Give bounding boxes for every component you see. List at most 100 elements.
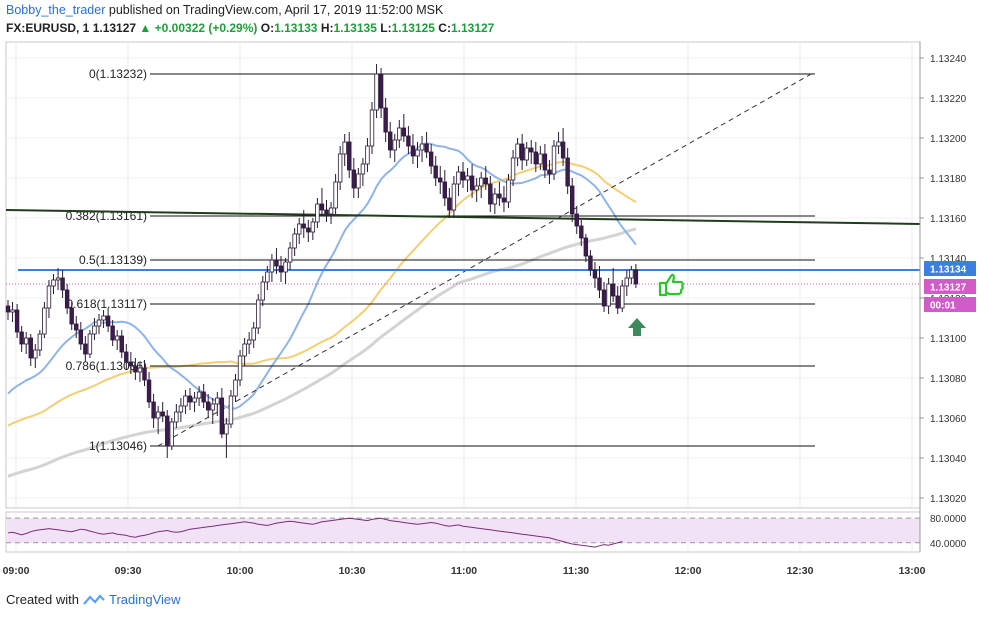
candle-body xyxy=(579,225,584,239)
candle-body xyxy=(242,343,247,357)
candle-body xyxy=(33,349,38,359)
candle-body xyxy=(519,143,525,161)
rsi-level-label: 80.0000 xyxy=(930,514,967,525)
candle-body xyxy=(219,397,225,435)
chart-axes: 09:00 09:30 10:00 10:30 11:00 11:30 12:00 12:30… xyxy=(3,42,976,577)
candle-body xyxy=(515,143,520,159)
candle-body xyxy=(478,177,484,187)
candle-body xyxy=(342,141,347,155)
candle-body xyxy=(42,307,47,335)
candle-body xyxy=(447,197,452,211)
rsi-pane: 80.0000 40.0000 xyxy=(6,514,967,550)
author-link[interactable]: Bobby_the_trader xyxy=(6,3,106,17)
candle-body xyxy=(606,283,611,307)
candle-body xyxy=(415,149,420,157)
candle-body xyxy=(101,315,106,321)
candle-body xyxy=(629,269,634,279)
price-tag-box xyxy=(924,261,976,276)
candle-body xyxy=(23,337,29,345)
candle-body xyxy=(14,309,20,333)
candle-body xyxy=(610,283,616,297)
change-value: +0.00322 (+0.29%) xyxy=(154,21,258,35)
candle-body xyxy=(201,391,206,403)
low-value: 1.13125 xyxy=(391,21,435,35)
thumbs-up-shape xyxy=(658,273,684,297)
candle-body xyxy=(560,141,566,159)
y-tick-label: 1.13220 xyxy=(930,94,967,105)
candle-body xyxy=(187,395,193,403)
candle-body xyxy=(46,285,52,309)
candle-body xyxy=(124,351,129,363)
candle-body xyxy=(570,185,575,215)
candle-body xyxy=(260,281,265,301)
candle-body xyxy=(237,355,243,381)
price-tag-box xyxy=(924,297,976,312)
candle-body xyxy=(310,221,316,233)
footer: Created with TradingView xyxy=(6,592,181,607)
candle-body xyxy=(624,277,629,287)
candle-body xyxy=(510,157,516,181)
y-tick-label: 1.13240 xyxy=(930,54,967,65)
candle-body xyxy=(64,289,70,309)
candle-body xyxy=(488,183,493,205)
candle-body xyxy=(287,247,293,263)
candle-body xyxy=(397,127,402,141)
candle-body xyxy=(465,175,470,181)
candle-body xyxy=(583,237,589,257)
candle-body xyxy=(274,259,279,267)
candle-body xyxy=(401,127,407,137)
fibonacci-retracement[interactable]: 0(1.13232)0.382(1.13161)0.5(1.13139)0.61… xyxy=(66,67,815,453)
candle-body xyxy=(547,169,552,175)
candle-body xyxy=(5,305,11,313)
candle-body xyxy=(296,223,302,235)
candle-body xyxy=(419,143,425,151)
candle-body xyxy=(615,295,620,309)
candle-body xyxy=(74,323,79,331)
y-tick-label: 1.13020 xyxy=(930,494,967,505)
ohlc-legend: FX:EURUSD, 1 1.13127 ▲ +0.00322 (+0.29%)… xyxy=(6,21,494,35)
price-tag-box xyxy=(924,279,976,294)
candle-body xyxy=(110,325,115,341)
candle-body xyxy=(424,143,429,153)
candle-body xyxy=(588,255,593,271)
candle-body xyxy=(356,173,361,189)
x-tick-label: 09:30 xyxy=(115,565,142,577)
tradingview-brand-link[interactable]: TradingView xyxy=(108,592,181,607)
rsi-level-label: 40.0000 xyxy=(930,539,967,550)
candle-body xyxy=(592,269,598,279)
candle-body xyxy=(246,339,252,345)
candle-body xyxy=(524,147,529,161)
drawn-lines[interactable] xyxy=(5,209,921,285)
open-value: 1.13133 xyxy=(274,21,318,35)
price-chart[interactable]: 0(1.13232)0.382(1.13161)0.5(1.13139)0.61… xyxy=(0,0,988,590)
candle-body xyxy=(542,153,548,171)
close-value: 1.13127 xyxy=(450,21,495,35)
chart-annotations[interactable] xyxy=(628,273,684,336)
thumbs-up-icon xyxy=(658,273,684,297)
candle-body xyxy=(492,193,498,205)
candle-body xyxy=(256,299,261,329)
candle-body xyxy=(51,279,56,287)
candle-body xyxy=(92,325,97,335)
candle-body xyxy=(119,335,124,353)
y-tick-label: 1.13140 xyxy=(930,254,967,265)
high-label: H: xyxy=(320,21,334,35)
high-value: 1.13135 xyxy=(333,21,377,35)
candle-body xyxy=(55,277,61,281)
publish-info: Bobby_the_trader published on TradingVie… xyxy=(6,3,443,17)
y-tick-label: 1.13200 xyxy=(930,134,967,145)
candle-body xyxy=(69,307,74,325)
price-tag-label: 00:01 xyxy=(930,301,956,312)
candle-body xyxy=(83,343,88,355)
candle-body xyxy=(233,379,238,397)
candle-body xyxy=(96,319,102,327)
candle-body xyxy=(324,209,329,215)
candle-body xyxy=(460,171,466,181)
candle-body xyxy=(10,309,15,313)
candle-body xyxy=(351,169,356,189)
candle-body xyxy=(215,397,220,405)
candle-body xyxy=(406,135,411,147)
open-label: O: xyxy=(260,21,275,35)
candle-body xyxy=(347,141,352,171)
candle-body xyxy=(620,285,625,309)
